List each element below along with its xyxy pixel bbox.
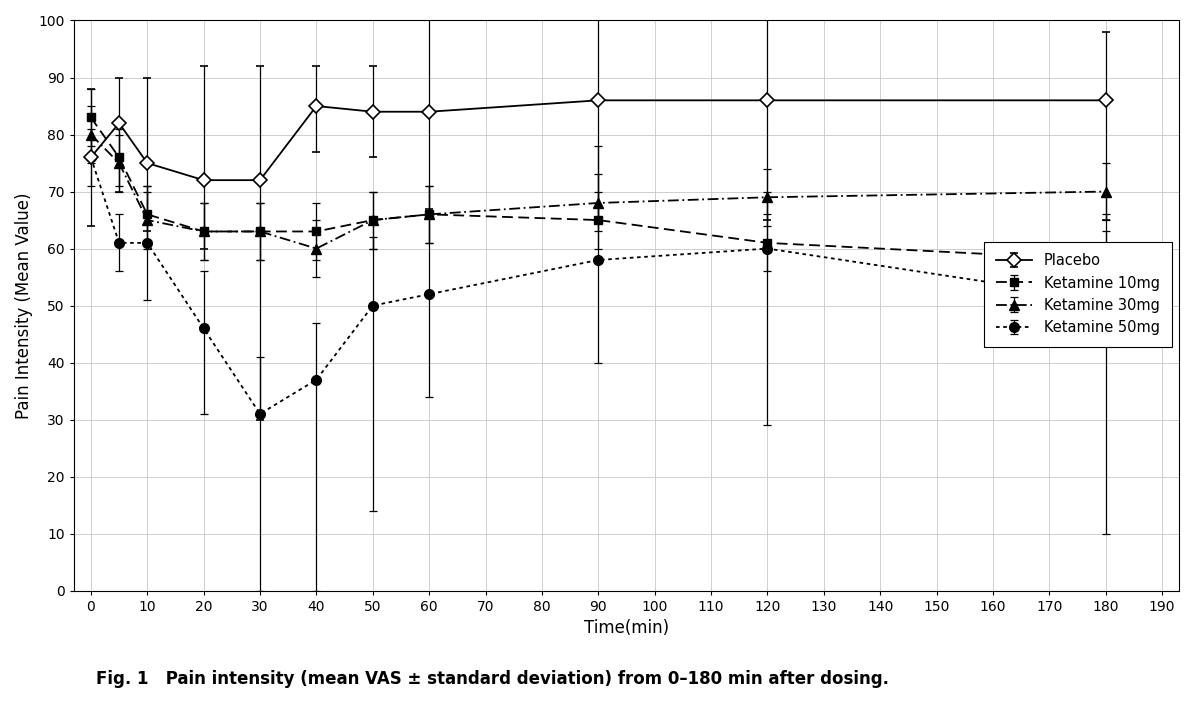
Y-axis label: Pain Intensity (Mean Value): Pain Intensity (Mean Value) [16, 192, 33, 419]
Legend: Placebo, Ketamine 10mg, Ketamine 30mg, Ketamine 50mg: Placebo, Ketamine 10mg, Ketamine 30mg, K… [984, 242, 1171, 347]
X-axis label: Time(min): Time(min) [584, 619, 669, 637]
Text: Fig. 1   Pain intensity (mean VAS ± standard deviation) from 0–180 min after dos: Fig. 1 Pain intensity (mean VAS ± standa… [96, 670, 888, 688]
